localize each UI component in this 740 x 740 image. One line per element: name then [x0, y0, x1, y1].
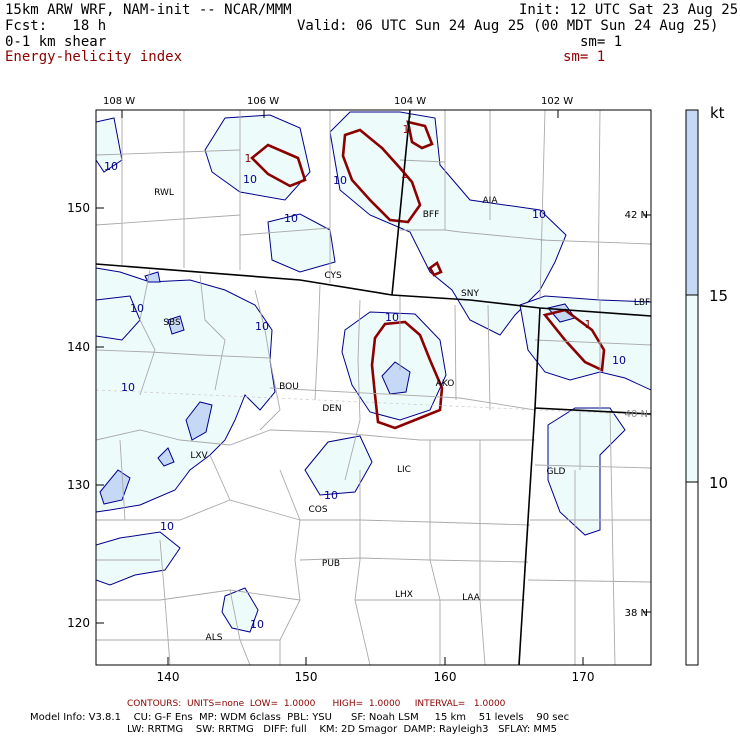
- colorbar-high: [685, 109, 699, 296]
- ehi-contours: [250, 120, 606, 430]
- ehi-contour-rawlins: [250, 143, 307, 188]
- shear-label: 10: [333, 174, 347, 187]
- station-laa: LAA: [462, 593, 481, 603]
- station-labels: RWL BFF AIA CYS SNY LBF SBS BOU DEN AKO …: [154, 188, 650, 643]
- shear-area-pikes-peak: [304, 435, 373, 496]
- colorbar-unit: kt: [710, 104, 725, 122]
- colorbar-mid: [685, 294, 699, 483]
- shear-patch-lxv-small: [157, 447, 175, 467]
- ehi-label: 1: [245, 152, 252, 165]
- station-den: DEN: [322, 404, 341, 414]
- shear-area-western-colorado: [96, 267, 276, 513]
- station-cos: COS: [308, 505, 327, 515]
- contour-info: CONTOURS: UNITS=none LOW= 1.0000 HIGH= 1…: [127, 699, 506, 709]
- lon-label-106w: 106 W: [247, 96, 279, 107]
- ehi-contour-akron: [370, 320, 444, 430]
- station-lic: LIC: [397, 465, 411, 475]
- shear-label: 10: [385, 311, 399, 324]
- station-bff: BFF: [423, 210, 440, 220]
- station-cys: CYS: [324, 271, 342, 281]
- ehi-smoothing: sm= 1: [563, 49, 606, 65]
- ehi-contour-bff: [341, 128, 422, 224]
- ehi-contour-north: [406, 120, 434, 150]
- colorbar-label-10: 10: [709, 474, 728, 492]
- x-tick-170: 170: [572, 670, 595, 684]
- station-ako: AKO: [436, 379, 455, 389]
- x-tick-150: 150: [295, 670, 318, 684]
- station-pub: PUB: [322, 559, 340, 569]
- lat-label-38n: 38 N: [625, 608, 648, 619]
- colorbar-low: [685, 481, 699, 666]
- shear-contour-value-labels: 10 10 10 10 10 10 10 10 10 10 10 10 10: [104, 160, 626, 631]
- station-als: ALS: [206, 633, 223, 643]
- shear-patch-cys: [144, 271, 161, 283]
- ehi-contour-small: [428, 261, 443, 277]
- shear-label: 10: [250, 618, 264, 631]
- station-rwl: RWL: [154, 188, 174, 198]
- shear-label: 10: [324, 489, 338, 502]
- shear-label: 10: [532, 208, 546, 221]
- x-tick-160: 160: [434, 670, 457, 684]
- forecast-hour: Fcst: 18 h: [5, 18, 107, 34]
- ehi-label: 1: [585, 318, 592, 331]
- lat-label-42n: 42 N: [625, 210, 648, 221]
- station-lxv: LXV: [190, 451, 208, 461]
- shear-label: 10: [160, 520, 174, 533]
- model-info-line1: Model Info: V3.8.1 CU: G-F Ens MP: WDM 6…: [30, 712, 570, 723]
- shear-colorbar: [685, 109, 699, 666]
- shear-patch-ako: [381, 361, 411, 395]
- field-ehi-label: Energy-helicity index: [5, 49, 183, 65]
- y-tick-130: 130: [67, 478, 90, 492]
- field-shear-label: 0-1 km shear: [5, 34, 107, 50]
- county-lines: [96, 110, 651, 665]
- y-tick-140: 140: [67, 340, 90, 354]
- station-gld: GLD: [547, 467, 566, 477]
- latitude-lines: [96, 389, 651, 416]
- shear-label: 10: [121, 381, 135, 394]
- state-boundaries: [96, 110, 651, 665]
- shear-label: 10: [243, 173, 257, 186]
- shear-label: 10: [612, 354, 626, 367]
- shear-area-lbf: [519, 295, 651, 391]
- x-tick-140: 140: [157, 670, 180, 684]
- shear-area-alamosa: [221, 587, 259, 633]
- axis-ticks: [96, 110, 651, 665]
- init-time: Init: 12 UTC Sat 23 Aug 25: [519, 2, 739, 18]
- shear-label: 10: [255, 320, 269, 333]
- lon-label-104w: 104 W: [394, 96, 426, 107]
- lat-label-40n: 40 N: [625, 409, 648, 420]
- map-frame: [95, 109, 652, 666]
- station-lhx: LHX: [395, 590, 413, 600]
- ehi-label: 1: [401, 168, 408, 181]
- station-sny: SNY: [461, 289, 479, 299]
- shear-label: 10: [284, 212, 298, 225]
- colorbar-label-15: 15: [709, 287, 728, 305]
- shear-patch-lxv: [185, 401, 213, 441]
- model-info-line2: LW: RRTMG SW: RRTMG DIFF: full KM: 2D Sm…: [127, 724, 557, 735]
- y-tick-120: 120: [67, 616, 90, 630]
- y-tick-150: 150: [67, 201, 90, 215]
- shear-label: 10: [104, 160, 118, 173]
- shear-area-wyoming-west: [96, 117, 123, 173]
- lon-label-102w: 102 W: [541, 96, 573, 107]
- valid-time: Valid: 06 UTC Sun 24 Aug 25 (00 MDT Sun …: [297, 18, 719, 34]
- ehi-label: 1: [403, 123, 410, 136]
- shear-smoothing: sm= 1: [580, 34, 623, 50]
- model-title: 15km ARW WRF, NAM-init -- NCAR/MMM: [5, 2, 292, 18]
- shear-patch-sbs: [167, 315, 185, 335]
- shear-area-goodland: [547, 407, 626, 536]
- shear-high-patches: [99, 271, 576, 505]
- ehi-contour-lbf: [542, 308, 606, 372]
- shear-area-sbs-north: [96, 295, 141, 341]
- lon-label-108w: 108 W: [103, 96, 135, 107]
- station-lbf: LBF: [634, 298, 650, 308]
- shear-label: 10: [130, 302, 144, 315]
- ehi-contour-value-labels: 1 1 1 1: [245, 123, 592, 331]
- station-aia: AIA: [483, 196, 499, 206]
- station-bou: BOU: [279, 382, 299, 392]
- station-sbs: SBS: [163, 318, 181, 328]
- shear-area-southwest: [96, 531, 181, 586]
